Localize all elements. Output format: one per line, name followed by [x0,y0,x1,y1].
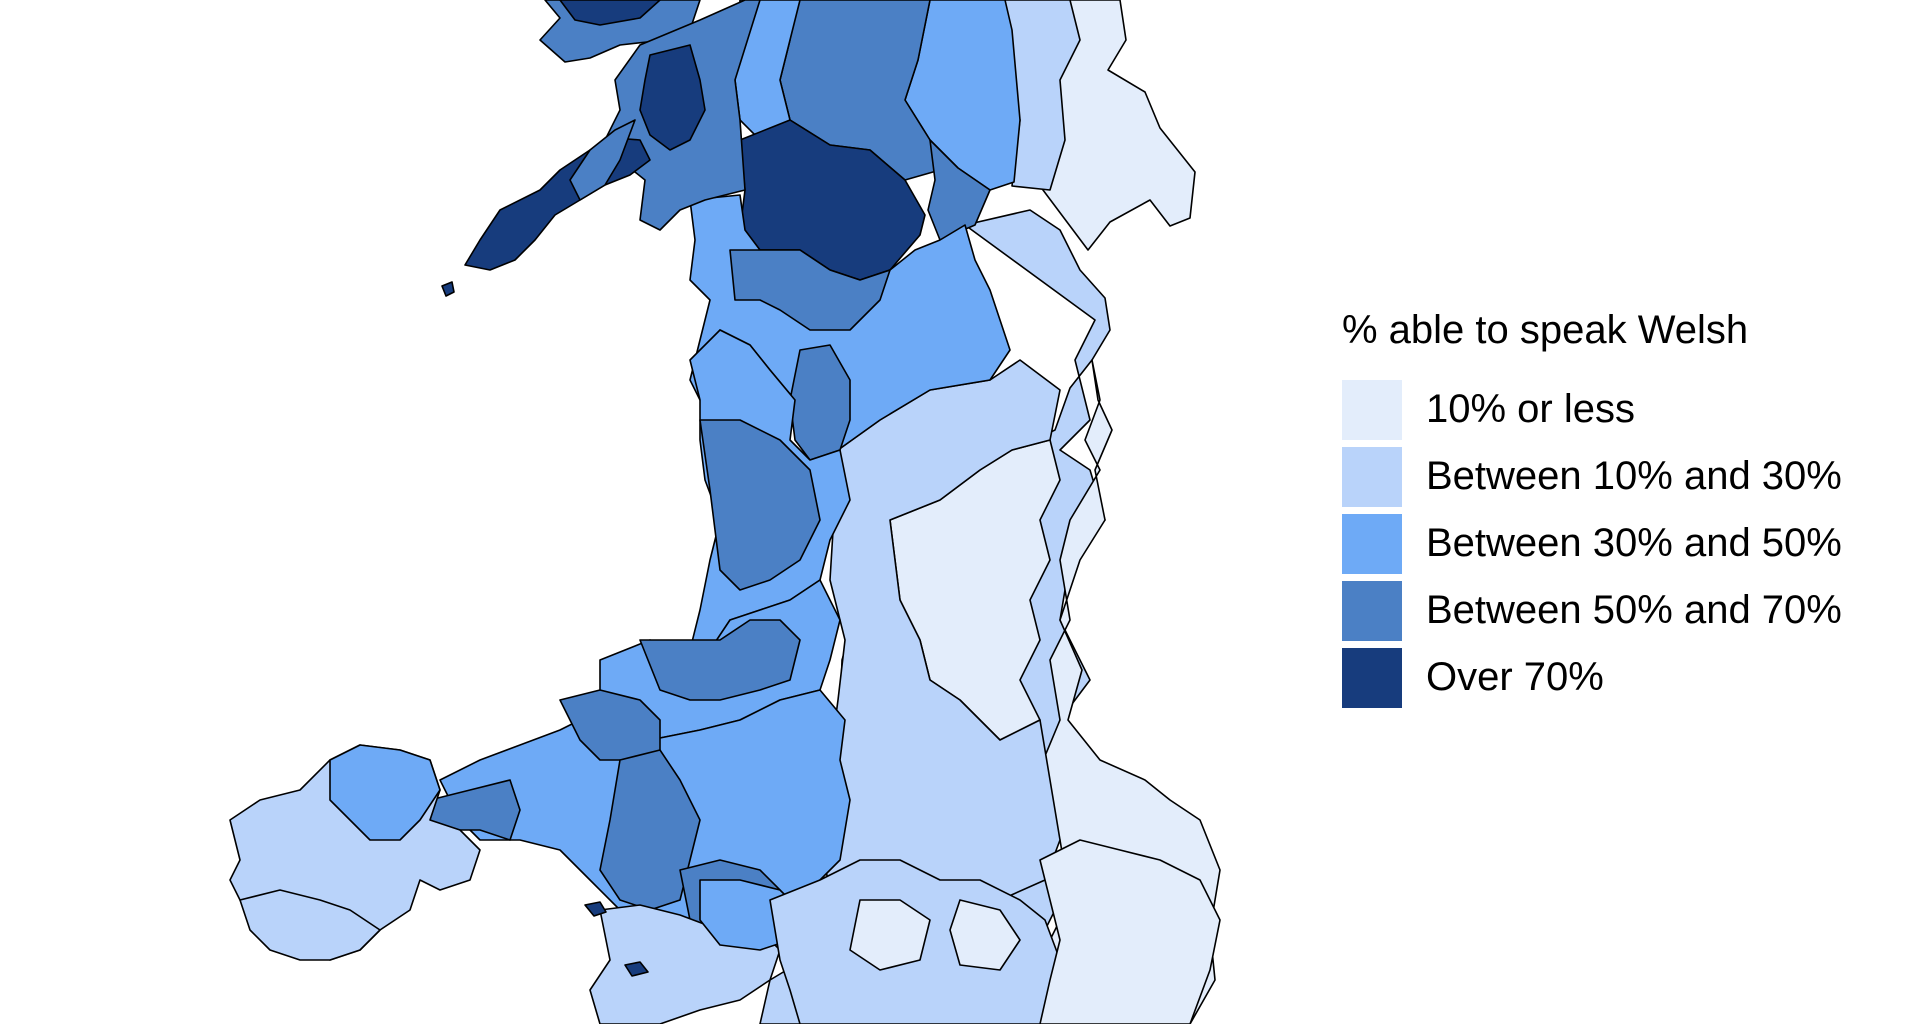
legend-title: % able to speak Welsh [1342,308,1749,352]
region-llyn-east [569,119,636,201]
legend-swatch [1342,647,1402,708]
legend-swatch [1342,580,1402,641]
legend-label: Between 50% and 70% [1426,588,1842,632]
region-mid-coast-dark [699,419,821,591]
region-pembrokeshire-south [239,889,381,961]
region-cardigan-dark [639,619,801,701]
region-llyn [464,137,651,271]
legend-item: Between 30% and 50% [1342,510,1842,577]
region-gwent [1039,839,1221,1024]
legend-label: Between 10% and 30% [1426,454,1842,498]
region-bardsey [441,281,455,297]
legend-item: Over 70% [1342,644,1842,711]
legend-item: Between 50% and 70% [1342,577,1842,644]
legend-swatch [1342,379,1402,440]
region-valleys-light-2 [949,899,1021,971]
region-tywi-dark [599,749,701,911]
region-meirionnydd-mid [729,249,891,331]
legend-item: Between 10% and 30% [1342,443,1842,510]
region-arfon-core [639,44,706,151]
map-legend: % able to speak Welsh 10% or less Betwee… [1342,306,1842,711]
region-pembrokeshire-north [329,744,441,841]
legend-label: Between 30% and 50% [1426,521,1842,565]
region-valleys-light [849,899,931,971]
region-worms-head [624,961,649,977]
legend-item: 10% or less [1342,376,1842,443]
legend-label: Over 70% [1426,655,1604,699]
legend-swatch [1342,446,1402,507]
legend-label: 10% or less [1426,387,1635,431]
region-caldey [584,901,607,917]
region-anglesey-core [559,0,661,26]
legend-swatch [1342,513,1402,574]
